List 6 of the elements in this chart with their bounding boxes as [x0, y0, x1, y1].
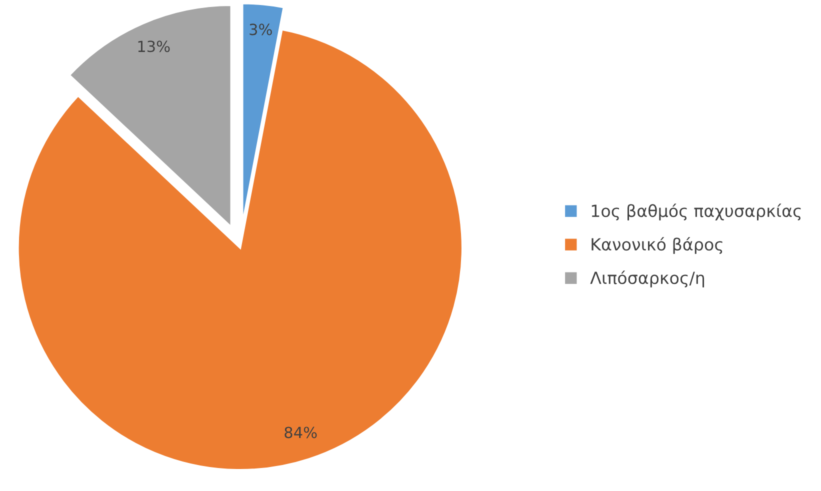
legend-label: Λιπόσαρκος/η — [590, 270, 704, 288]
legend-label: 1ος βαθμός παχυσαρκίας — [592, 204, 801, 220]
data-label: 3% — [250, 24, 272, 36]
data-label: 13% — [138, 40, 170, 52]
legend-label: Κανονικό βάρος — [592, 237, 722, 254]
data-label: 84% — [284, 426, 317, 438]
